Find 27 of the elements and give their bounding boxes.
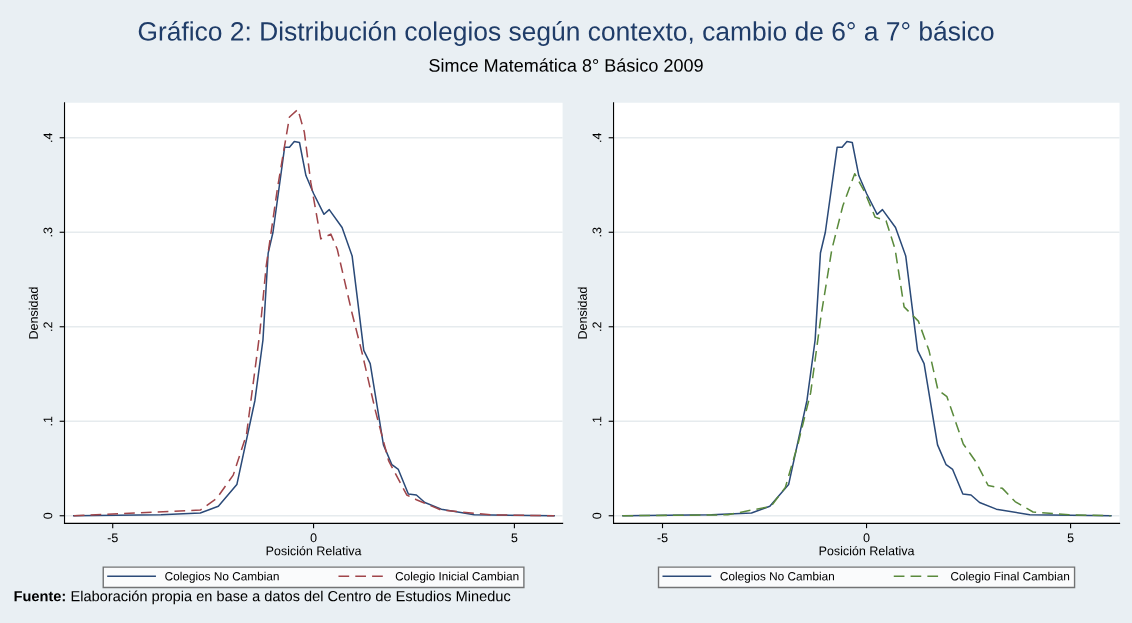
x-axis-title: Posición Relativa — [266, 545, 362, 556]
y-tick-label: .1 — [592, 416, 602, 426]
y-tick-label: .1 — [43, 416, 53, 426]
x-axis-title: Posición Relativa — [819, 545, 915, 556]
legend-label: Colegios No Cambian — [165, 571, 279, 583]
x-tick-label: 0 — [863, 533, 870, 543]
source-note: Fuente: Elaboración propia en base a datos del Centro de Estudios Mineduc — [14, 590, 511, 605]
legend-label: Colegio Inicial Cambian — [395, 571, 519, 583]
chart-subtitle: Simce Matemática 8° Básico 2009 — [429, 58, 703, 72]
y-axis-title: Densidad — [577, 287, 587, 339]
x-tick-label: 5 — [1067, 533, 1074, 543]
y-tick-label: 0 — [592, 512, 602, 519]
x-tick-label: 0 — [310, 533, 317, 543]
y-axis-title: Densidad — [28, 287, 38, 339]
x-tick-label: -5 — [107, 533, 118, 543]
y-tick-label: 0 — [43, 512, 53, 519]
y-tick-label: .3 — [43, 227, 53, 237]
x-tick-label: -5 — [657, 533, 668, 543]
y-tick-label: .3 — [592, 227, 602, 237]
y-tick-label: .2 — [43, 322, 53, 331]
y-tick-label: .2 — [592, 322, 602, 331]
y-tick-label: .4 — [592, 132, 602, 142]
legend-label: Colegios No Cambian — [720, 571, 834, 583]
x-tick-label: 5 — [511, 533, 518, 543]
legend-label: Colegio Final Cambian — [951, 571, 1070, 583]
chart-title: Gráfico 2: Distribución colegios según contexto, cambio de 6° a 7° básico — [138, 21, 994, 46]
y-tick-label: .4 — [43, 132, 53, 142]
